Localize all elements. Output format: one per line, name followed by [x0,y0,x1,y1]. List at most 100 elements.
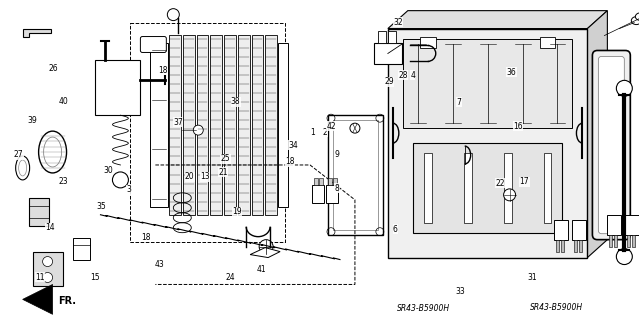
Text: 18: 18 [141,233,151,242]
FancyBboxPatch shape [598,56,625,234]
Bar [575,240,577,252]
Text: 42: 42 [326,122,336,131]
Text: 13: 13 [200,173,210,182]
Text: 33: 33 [456,287,465,296]
Text: 7: 7 [457,98,461,107]
Bar [328,115,383,235]
Bar [420,37,436,48]
Text: 16: 16 [513,122,523,131]
Bar [632,235,636,247]
Bar [609,235,612,247]
Bar [333,178,337,185]
Bar [378,31,386,42]
Bar [333,120,378,230]
Bar [183,34,195,215]
Bar [557,240,559,252]
Text: FR.: FR. [59,296,77,306]
Circle shape [350,123,360,133]
Text: 32: 32 [393,18,403,27]
Bar [388,29,588,257]
Circle shape [616,249,632,264]
Ellipse shape [636,13,640,21]
Circle shape [259,240,273,254]
Bar [614,235,618,247]
Text: 11: 11 [36,272,45,281]
Text: 19: 19 [232,207,242,216]
Text: 9: 9 [335,150,340,159]
Bar [150,42,168,207]
Ellipse shape [44,137,61,167]
Text: 15: 15 [90,272,100,281]
Ellipse shape [15,156,29,180]
Circle shape [504,189,516,201]
Bar [625,215,639,235]
Bar [252,34,264,215]
Text: 3: 3 [126,185,131,194]
Circle shape [43,256,52,267]
FancyBboxPatch shape [140,37,166,52]
Text: 24: 24 [226,272,236,281]
Text: 21: 21 [218,168,228,177]
Bar [627,235,630,247]
Text: 27: 27 [14,150,24,159]
Bar [561,240,564,252]
Bar [224,34,236,215]
Text: 18: 18 [159,66,168,75]
Text: 40: 40 [58,97,68,106]
Bar [579,240,582,252]
Bar [504,153,511,223]
Text: 1: 1 [310,128,315,137]
Text: 39: 39 [28,116,38,125]
Bar [319,178,323,185]
Text: 36: 36 [507,68,516,77]
Text: 17: 17 [520,177,529,186]
Text: 6: 6 [393,225,398,234]
Circle shape [193,125,204,135]
Circle shape [167,9,179,21]
Circle shape [43,272,52,282]
Bar [328,178,332,185]
Bar [278,42,288,207]
Text: 41: 41 [257,264,266,274]
Text: 26: 26 [48,64,58,73]
Text: 22: 22 [495,179,505,188]
Polygon shape [588,11,607,257]
Text: 2: 2 [323,128,328,137]
Polygon shape [250,248,280,257]
Polygon shape [388,11,607,29]
Bar [72,238,90,260]
Text: 29: 29 [384,77,394,86]
Text: 37: 37 [173,117,183,127]
Ellipse shape [19,160,27,176]
Polygon shape [22,285,52,314]
Text: 28: 28 [398,71,408,80]
FancyBboxPatch shape [593,50,630,240]
Bar [424,153,432,223]
Bar [540,37,556,48]
Bar [29,198,49,226]
Text: 38: 38 [231,97,241,106]
Polygon shape [22,29,51,37]
Text: 18: 18 [285,158,295,167]
Text: SR43-B5900H: SR43-B5900H [529,303,582,312]
Text: 34: 34 [288,141,298,150]
Bar [266,34,277,215]
Circle shape [616,80,632,96]
Bar [543,153,552,223]
Bar [607,215,621,235]
Bar [464,153,472,223]
Bar [131,23,285,241]
Bar [312,185,324,203]
Text: 8: 8 [335,184,340,193]
Bar [238,34,250,215]
Text: 14: 14 [45,223,55,232]
Text: SR43-B5900H: SR43-B5900H [397,304,450,313]
Circle shape [113,172,129,188]
Bar [572,220,586,240]
Text: 31: 31 [527,272,537,281]
Bar [374,42,402,64]
Bar [211,34,222,215]
Text: 43: 43 [154,260,164,270]
Ellipse shape [631,17,640,25]
Bar [314,178,318,185]
